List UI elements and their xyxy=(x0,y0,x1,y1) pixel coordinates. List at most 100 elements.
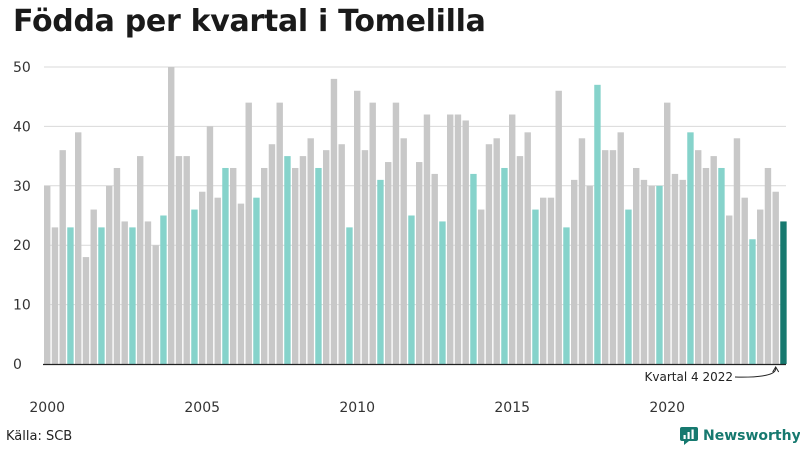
source-label: Källa: SCB xyxy=(6,429,73,444)
bar xyxy=(307,138,314,364)
bar xyxy=(191,209,198,364)
bar xyxy=(462,120,469,365)
bar xyxy=(144,221,152,364)
bar xyxy=(648,185,655,364)
bar xyxy=(470,173,477,364)
bar xyxy=(509,114,516,365)
bar xyxy=(400,138,407,364)
bar xyxy=(315,167,322,364)
bar xyxy=(780,221,787,364)
bar xyxy=(493,138,500,364)
bar xyxy=(369,102,376,364)
bar xyxy=(687,132,694,364)
bar xyxy=(361,150,369,364)
bar xyxy=(354,90,361,364)
bar xyxy=(199,191,206,364)
bar xyxy=(237,203,245,364)
bar xyxy=(609,150,617,364)
x-tick-label: 2010 xyxy=(339,400,375,416)
x-tick-label: 2015 xyxy=(494,400,530,416)
bar xyxy=(764,167,772,364)
bar xyxy=(454,114,462,365)
bar xyxy=(718,167,725,364)
bar xyxy=(168,67,175,364)
bar xyxy=(214,197,221,364)
bar xyxy=(323,150,330,364)
bar xyxy=(439,221,446,364)
bar xyxy=(408,215,415,364)
annotation-label: Kvartal 4 2022 xyxy=(645,370,733,384)
bar xyxy=(67,227,74,364)
bar xyxy=(51,227,59,364)
y-tick-label: 50 xyxy=(13,60,31,76)
bar xyxy=(702,167,710,364)
bar xyxy=(137,156,144,364)
bar xyxy=(524,132,531,364)
bar xyxy=(602,150,609,364)
bar xyxy=(555,90,562,364)
bar xyxy=(44,185,51,364)
bar xyxy=(121,221,128,364)
bar xyxy=(392,102,400,364)
bar xyxy=(82,257,90,364)
bar xyxy=(299,156,307,364)
bar xyxy=(757,209,764,364)
bar xyxy=(695,150,702,364)
x-tick-label: 2000 xyxy=(29,400,65,416)
bar xyxy=(222,167,229,364)
bar xyxy=(772,191,779,364)
y-tick-label: 30 xyxy=(13,179,31,195)
bar xyxy=(423,114,431,365)
bar xyxy=(540,197,547,364)
bar xyxy=(245,102,252,364)
bar xyxy=(547,197,555,364)
annotation-arrow xyxy=(734,367,777,378)
x-tick-label: 2005 xyxy=(184,400,220,416)
bar xyxy=(183,156,190,364)
bar xyxy=(377,179,384,364)
bar xyxy=(679,179,686,364)
bar xyxy=(129,227,136,364)
bar xyxy=(594,84,601,364)
bar xyxy=(230,167,237,364)
bar xyxy=(485,144,493,364)
x-tick-label: 2020 xyxy=(649,400,685,416)
bar xyxy=(563,227,570,364)
chart-title: Födda per kvartal i Tomelilla xyxy=(13,4,486,39)
bar xyxy=(633,167,640,364)
bar xyxy=(276,102,283,364)
bar xyxy=(749,239,756,364)
newsworthy-logo: Newsworthy xyxy=(680,427,800,445)
bar xyxy=(741,197,748,364)
bar xyxy=(268,144,276,364)
bar xyxy=(253,197,260,364)
bar xyxy=(206,126,214,365)
bar xyxy=(431,173,438,364)
y-tick-label: 40 xyxy=(13,119,31,135)
bar xyxy=(447,114,454,365)
newsworthy-logo-icon xyxy=(680,427,698,445)
x-axis-ticks: 2000 2005 2010 2015 2020 xyxy=(29,400,685,416)
bar xyxy=(733,138,741,364)
bar xyxy=(501,167,508,364)
bar xyxy=(726,215,733,364)
bar xyxy=(640,179,648,364)
bar xyxy=(113,167,121,364)
bar xyxy=(586,185,593,364)
bar xyxy=(416,162,423,364)
bar xyxy=(346,227,353,364)
bar xyxy=(284,156,291,364)
bar xyxy=(385,162,392,364)
bar-chart: 0 10 20 30 40 50 2000 2005 2010 2015 2020 Kvartal… xyxy=(13,60,787,416)
bar xyxy=(75,132,82,364)
y-axis-ticks: 0 10 20 30 40 50 xyxy=(13,60,31,373)
bar xyxy=(160,215,167,364)
bar xyxy=(625,209,632,364)
bar xyxy=(59,150,66,364)
bar xyxy=(656,185,663,364)
y-tick-label: 10 xyxy=(13,298,31,314)
bar xyxy=(338,144,345,364)
brand-name: Newsworthy xyxy=(703,428,800,444)
bar xyxy=(710,156,717,364)
bar xyxy=(617,132,624,364)
